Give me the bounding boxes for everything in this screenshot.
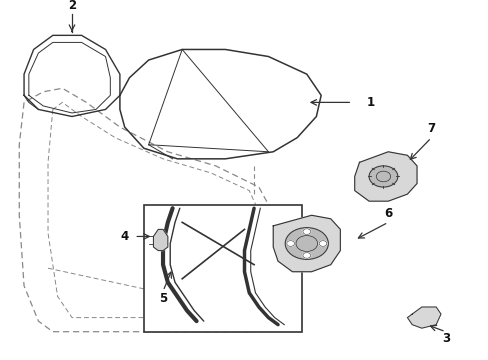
- Polygon shape: [407, 307, 440, 328]
- Circle shape: [303, 229, 310, 234]
- Text: 5: 5: [159, 292, 167, 305]
- Text: 7: 7: [427, 122, 435, 135]
- Text: 3: 3: [441, 332, 449, 345]
- Polygon shape: [153, 229, 167, 251]
- Bar: [143, 205, 302, 332]
- Circle shape: [285, 228, 328, 259]
- Circle shape: [319, 241, 326, 246]
- Text: 1: 1: [366, 96, 374, 109]
- Circle shape: [303, 253, 310, 258]
- Circle shape: [286, 241, 294, 246]
- Polygon shape: [273, 215, 340, 272]
- Text: 2: 2: [68, 0, 76, 12]
- Polygon shape: [354, 152, 416, 201]
- Circle shape: [368, 166, 397, 187]
- Text: 4: 4: [121, 230, 128, 243]
- Text: 6: 6: [384, 207, 391, 220]
